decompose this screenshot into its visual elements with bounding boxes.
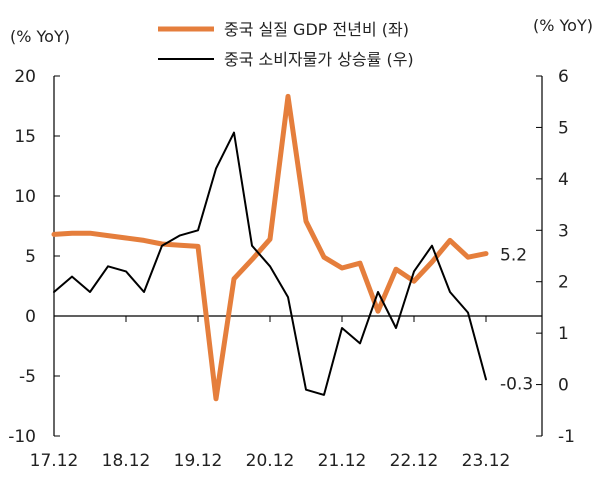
x-tick-label: 19.12 [174,451,223,471]
right-tick-label: -1 [558,427,575,447]
x-tick-label: 17.12 [30,451,79,471]
legend-label-gdp: 중국 실질 GDP 전년비 (좌) [224,20,409,39]
gdp-end-label: 5.2 [500,246,527,266]
left-tick-label: 5 [25,247,36,267]
chart-ticks: (% YoY)(% YoY)20151050-5-106543210-117.1… [8,16,593,471]
x-tick-label: 18.12 [102,451,151,471]
right-tick-label: 6 [558,67,569,87]
cpi-series-line [53,131,487,396]
cpi-end-label: -0.3 [500,374,533,394]
right-tick-label: 0 [558,376,569,396]
right-tick-label: 2 [558,273,569,293]
left-tick-label: 10 [14,187,36,207]
x-tick-label: 21.12 [318,451,367,471]
left-tick-label: -5 [19,367,36,387]
legend-label-cpi: 중국 소비자물가 상승률 (우) [224,50,414,69]
right-tick-label: 4 [558,170,569,190]
left-tick-label: -10 [8,427,36,447]
right-axis-unit: (% YoY) [533,16,593,35]
x-tick-label: 20.12 [246,451,295,471]
left-tick-label: 0 [25,307,36,327]
left-tick-label: 15 [14,127,36,147]
right-tick-label: 1 [558,324,569,344]
gdp-series-line [51,93,489,402]
left-axis-unit: (% YoY) [10,27,70,46]
right-tick-label: 5 [558,118,569,138]
x-tick-label: 23.12 [462,451,511,471]
left-tick-label: 20 [14,67,36,87]
chart-legend: 중국 실질 GDP 전년비 (좌) 중국 소비자물가 상승률 (우) [158,20,414,69]
x-tick-label: 22.12 [390,451,439,471]
chart-series: 5.2 -0.3 [51,93,533,402]
right-tick-label: 3 [558,221,569,241]
